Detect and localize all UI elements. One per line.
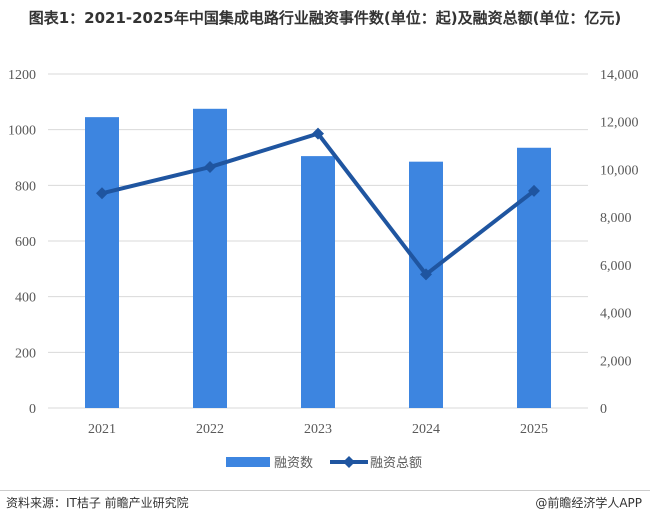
right-axis-tick-label: 6,000	[600, 259, 632, 274]
legend-swatch-bar	[226, 457, 270, 467]
right-axis-tick-label: 10,000	[600, 163, 639, 178]
bar	[85, 117, 119, 409]
left-axis-tick-label: 200	[15, 346, 36, 361]
right-axis-tick-label: 8,000	[600, 211, 632, 226]
bar	[301, 156, 335, 408]
line-marker	[96, 187, 108, 200]
combo-chart: 0 200 400 600 800 1000 1200 0 2,000 4,000 6,000 8,0…	[8, 68, 639, 471]
right-axis-tick-label: 4,000	[600, 307, 632, 322]
line-marker	[204, 161, 216, 174]
legend-marker	[343, 456, 355, 468]
x-axis-tick-label: 2023	[304, 422, 332, 437]
bar	[193, 108, 227, 409]
left-axis-tick-label: 800	[15, 179, 36, 194]
bar	[409, 161, 443, 408]
left-axis-tick-label: 1200	[8, 68, 36, 83]
right-axis-tick-label: 0	[600, 402, 607, 417]
right-axis-tick-label: 12,000	[600, 116, 639, 131]
left-axis-tick-label: 0	[29, 402, 36, 417]
brand-label: @前瞻经济学人APP	[535, 496, 642, 510]
line-marker	[312, 127, 324, 140]
right-axis-tick-label: 2,000	[600, 354, 632, 369]
left-axis-tick-label: 400	[15, 291, 36, 306]
legend-label: 融资数	[274, 456, 313, 471]
footer-divider	[0, 490, 650, 491]
legend-label: 融资总额	[370, 456, 422, 471]
left-axis-tick-label: 1000	[8, 124, 36, 139]
x-axis-tick-label: 2022	[196, 422, 224, 437]
chart-title: 图表1：2021-2025年中国集成电路行业融资事件数(单位：起)及融资总额(单…	[28, 9, 622, 27]
left-axis-tick-label: 600	[15, 235, 36, 250]
x-axis-tick-label: 2025	[520, 422, 548, 437]
source-note: 资料来源：IT桔子 前瞻产业研究院	[6, 496, 189, 510]
right-axis-tick-label: 14,000	[600, 68, 639, 83]
line-marker	[420, 268, 432, 281]
line-marker	[528, 184, 540, 197]
x-axis-tick-label: 2024	[412, 422, 440, 437]
x-axis-tick-label: 2021	[88, 422, 116, 437]
